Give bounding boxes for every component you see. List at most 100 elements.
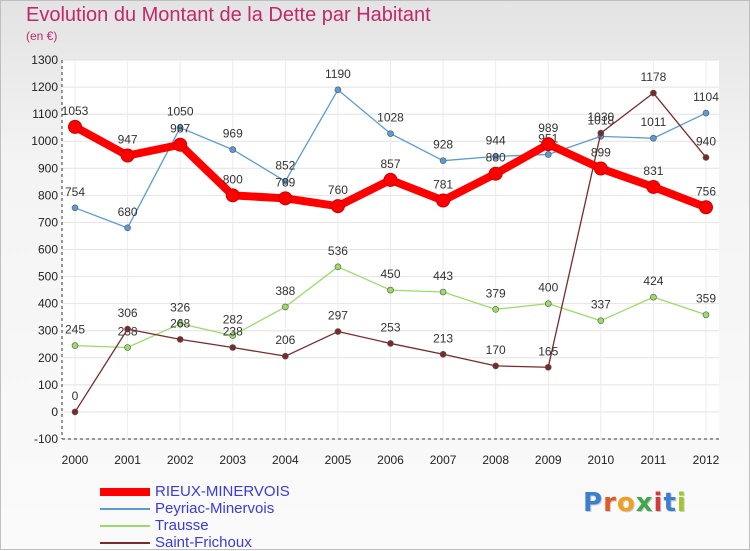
data-label: 245	[65, 323, 85, 337]
data-point	[702, 109, 710, 117]
x-tick-label: 2004	[272, 453, 299, 467]
data-label: 326	[170, 301, 190, 315]
data-point	[68, 119, 82, 134]
data-label: 536	[328, 244, 348, 258]
data-point	[71, 408, 79, 416]
y-tick-label: 200	[38, 351, 58, 365]
data-label: 1018	[587, 113, 614, 127]
y-tick-label: 700	[38, 215, 58, 229]
legend-swatch	[100, 542, 150, 544]
data-label: 238	[223, 324, 243, 338]
legend-label: Trausse	[155, 517, 209, 534]
data-label: 928	[433, 138, 453, 152]
data-label: 400	[538, 281, 558, 295]
y-tick-label: -100	[34, 432, 58, 446]
y-tick-label: 900	[38, 161, 58, 175]
data-point	[334, 86, 342, 94]
data-label: 789	[275, 175, 295, 189]
x-tick-label: 2001	[114, 453, 141, 467]
data-label: 940	[696, 134, 716, 148]
data-point	[541, 137, 556, 152]
data-point	[488, 166, 503, 181]
data-point	[597, 317, 605, 324]
data-point	[544, 300, 552, 307]
data-label: 754	[65, 185, 85, 199]
proxiti-logo: Proxiti	[583, 488, 687, 518]
series-saint-frichoux: 0 306 268 238 206 297 253 213 170 165 1030 1178 940	[71, 70, 716, 416]
data-point	[387, 286, 394, 294]
data-point	[124, 344, 131, 351]
data-label: 944	[486, 133, 506, 147]
data-point	[334, 328, 342, 335]
chart-subtitle: (en €)	[26, 29, 58, 43]
data-point	[176, 124, 184, 131]
data-point	[544, 151, 552, 158]
data-point	[330, 199, 345, 214]
x-tick-label: 2009	[535, 453, 562, 467]
data-label: 1190	[325, 67, 351, 81]
data-label: 165	[538, 344, 558, 358]
data-point	[492, 153, 499, 160]
data-point	[646, 179, 661, 194]
data-label: 359	[696, 292, 716, 306]
x-tick-label: 2006	[377, 453, 404, 467]
data-point	[334, 263, 342, 271]
data-point	[176, 320, 184, 327]
data-point	[593, 161, 608, 176]
data-point	[492, 306, 499, 313]
x-tick-label: 2008	[482, 453, 509, 467]
y-tick-label: 1100	[32, 107, 58, 121]
data-label: 987	[170, 122, 190, 136]
data-label: 760	[328, 183, 348, 197]
data-label: 1178	[641, 70, 667, 84]
data-label: 297	[328, 309, 348, 323]
x-tick-label: 2012	[693, 453, 720, 467]
legend-label: RIEUX-MINERVOIS	[155, 483, 290, 500]
x-tick-label: 2011	[641, 453, 667, 467]
data-label: 1011	[641, 115, 667, 129]
x-tick-label: 2005	[325, 453, 352, 467]
x-tick-label: 2010	[587, 453, 614, 467]
data-point	[176, 336, 184, 343]
data-point	[650, 89, 657, 97]
data-label: 989	[538, 121, 558, 135]
x-tick-label: 2000	[62, 453, 89, 467]
data-point	[229, 146, 237, 153]
data-point	[120, 148, 135, 163]
series-rieux-minervois: 1053 947 987 800 789 760 857 781 880 989 899 831 756	[62, 104, 716, 215]
data-point	[229, 332, 237, 339]
data-label: 1050	[167, 105, 194, 119]
data-label: 899	[591, 146, 611, 160]
data-point	[439, 350, 447, 358]
data-label: 1104	[693, 90, 719, 104]
y-tick-label: 0	[51, 405, 58, 419]
data-label: 1030	[587, 110, 614, 124]
data-point	[597, 129, 605, 137]
x-tick-label: 2007	[430, 453, 457, 467]
data-label: 756	[696, 184, 716, 198]
series-trausse: 245 238 326 282 388 536 450 443 379 400 337 424 359	[65, 244, 716, 351]
legend-swatch	[100, 508, 150, 510]
data-label: 337	[591, 298, 611, 312]
data-label: 306	[118, 306, 138, 320]
data-label: 170	[486, 343, 506, 357]
data-point	[702, 154, 710, 161]
data-point	[173, 137, 188, 152]
data-label: 388	[275, 284, 295, 298]
data-label: 1028	[377, 111, 404, 125]
data-point	[387, 340, 394, 347]
data-label: 379	[486, 286, 506, 300]
data-point	[71, 204, 79, 212]
data-point	[383, 172, 398, 187]
data-point	[492, 362, 499, 370]
data-label: 253	[380, 320, 400, 334]
y-tick-label: 100	[38, 378, 58, 392]
data-point	[699, 200, 713, 215]
legend-swatch	[100, 525, 150, 527]
data-label: 880	[486, 151, 506, 165]
data-label: 800	[223, 172, 243, 186]
data-point	[282, 177, 289, 185]
data-point	[439, 288, 447, 296]
data-point	[650, 134, 657, 142]
